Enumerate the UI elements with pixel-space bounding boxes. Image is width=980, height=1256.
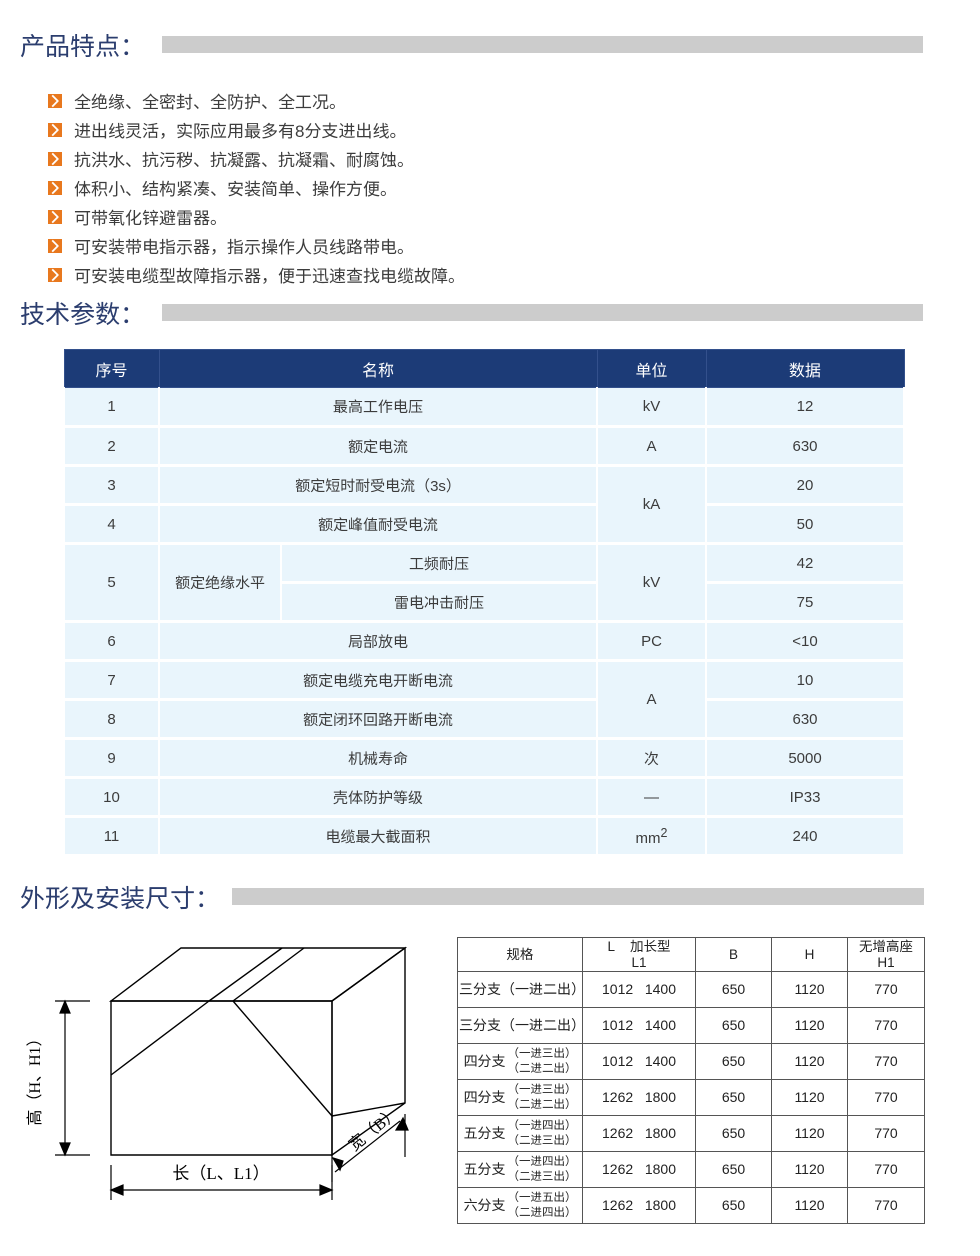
svg-text:高（H、H1）: 高（H、H1） [26,1030,44,1125]
svg-text:长（L、L1）: 长（L、L1） [172,1164,269,1183]
svg-text:宽（B）: 宽（B） [345,1104,402,1155]
